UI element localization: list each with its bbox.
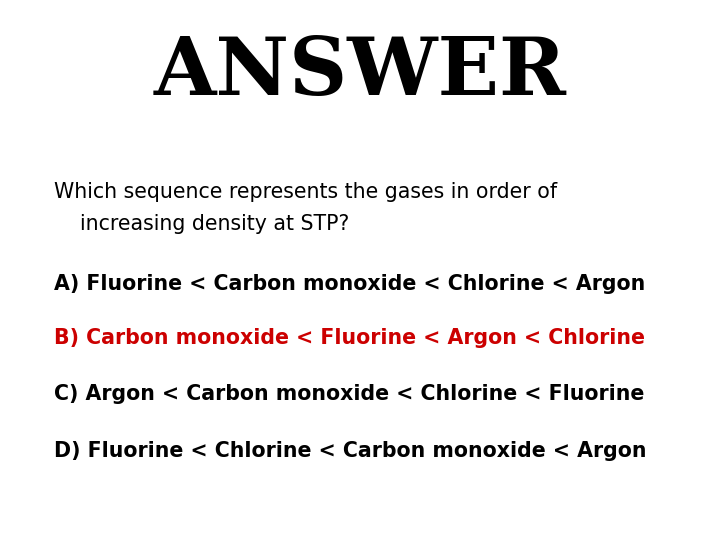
Text: D) Fluorine < Chlorine < Carbon monoxide < Argon: D) Fluorine < Chlorine < Carbon monoxide… xyxy=(54,441,647,461)
Text: B) Carbon monoxide < Fluorine < Argon < Chlorine: B) Carbon monoxide < Fluorine < Argon < … xyxy=(54,327,645,348)
Text: ANSWER: ANSWER xyxy=(153,34,567,112)
Text: A) Fluorine < Carbon monoxide < Chlorine < Argon: A) Fluorine < Carbon monoxide < Chlorine… xyxy=(54,273,645,294)
Text: C) Argon < Carbon monoxide < Chlorine < Fluorine: C) Argon < Carbon monoxide < Chlorine < … xyxy=(54,384,644,404)
Text: Which sequence represents the gases in order of: Which sequence represents the gases in o… xyxy=(54,181,557,202)
Text: increasing density at STP?: increasing density at STP? xyxy=(54,214,349,234)
